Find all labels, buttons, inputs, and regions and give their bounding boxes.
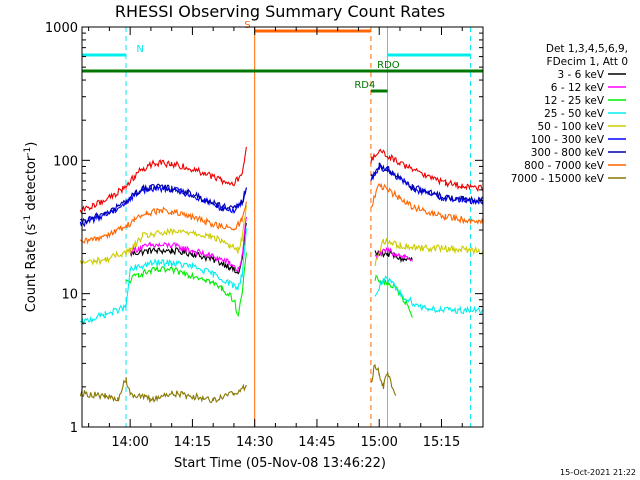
x-tick-label: 15:15 [423,435,460,450]
y-axis-label: Count Rate (s-1 detector-1) [23,142,39,313]
series-line [79,183,247,225]
legend-label: 50 - 100 keV [537,121,604,133]
x-tick-label: 14:00 [111,435,148,450]
legend-label: 12 - 25 keV [544,95,605,107]
x-tick-label: 14:15 [174,435,211,450]
y-tick-label: 10 [61,288,78,303]
series-line [79,205,247,267]
series-line [79,201,247,245]
legend-header: Det 1,3,4,5,6,9, [546,43,628,55]
series-line [79,146,247,215]
y-tick-label: 100 [53,154,78,169]
legend-label: 3 - 6 keV [557,69,604,81]
legend-label: 300 - 800 keV [531,147,605,159]
state-label: S [244,20,250,31]
series-line [125,252,247,317]
state-label: RDO [377,60,400,71]
state-label: N [136,44,143,55]
legend-label: 25 - 50 keV [544,108,605,120]
legend-label: 6 - 12 keV [551,82,605,94]
series-line [370,364,397,396]
x-tick-label: 15:00 [360,435,397,450]
y-axis-label-mid: detector [24,155,39,215]
series-line [129,216,247,273]
legend-label: 800 - 7000 keV [524,160,605,172]
y-axis-label-sup2: -1 [23,147,33,156]
y-axis-label-sup1: -1 [23,215,33,224]
y-axis-label-main: Count Rate (s [24,224,39,313]
chart-title: RHESSI Observing Summary Count Rates [115,2,445,21]
series-line [79,377,247,404]
axes: 1 10 100 1000 14:00 14:15 14:30 14:45 15:00 15:15 [45,21,484,450]
legend-label: 100 - 300 keV [531,134,605,146]
series-layer [79,146,484,404]
x-axis-label: Start Time (05-Nov-08 13:46:22) [174,456,386,471]
footer-date: 15-Oct-2021 21:22 [560,468,636,477]
x-tick-label: 14:30 [236,435,273,450]
series-line [370,182,484,225]
series-line [79,184,247,228]
legend-header: FDecim 1, Att 0 [547,56,628,68]
y-axis-label-end: ) [24,142,39,147]
x-tick-label: 14:45 [298,435,335,450]
series-line [370,148,484,193]
plot-frame [81,26,484,428]
legend-label: 7000 - 15000 keV [511,173,605,185]
series-line [79,228,247,325]
series-line [370,162,484,204]
series-line [374,238,484,267]
series-line [374,275,484,315]
state-label: RD4 [354,80,375,91]
y-tick-label: 1000 [45,21,78,36]
y-tick-label: 1 [70,421,78,436]
series-line [374,246,413,262]
series-line [129,222,247,275]
legend: Det 1,3,4,5,6,9,FDecim 1, Att 03 - 6 keV… [511,43,628,185]
